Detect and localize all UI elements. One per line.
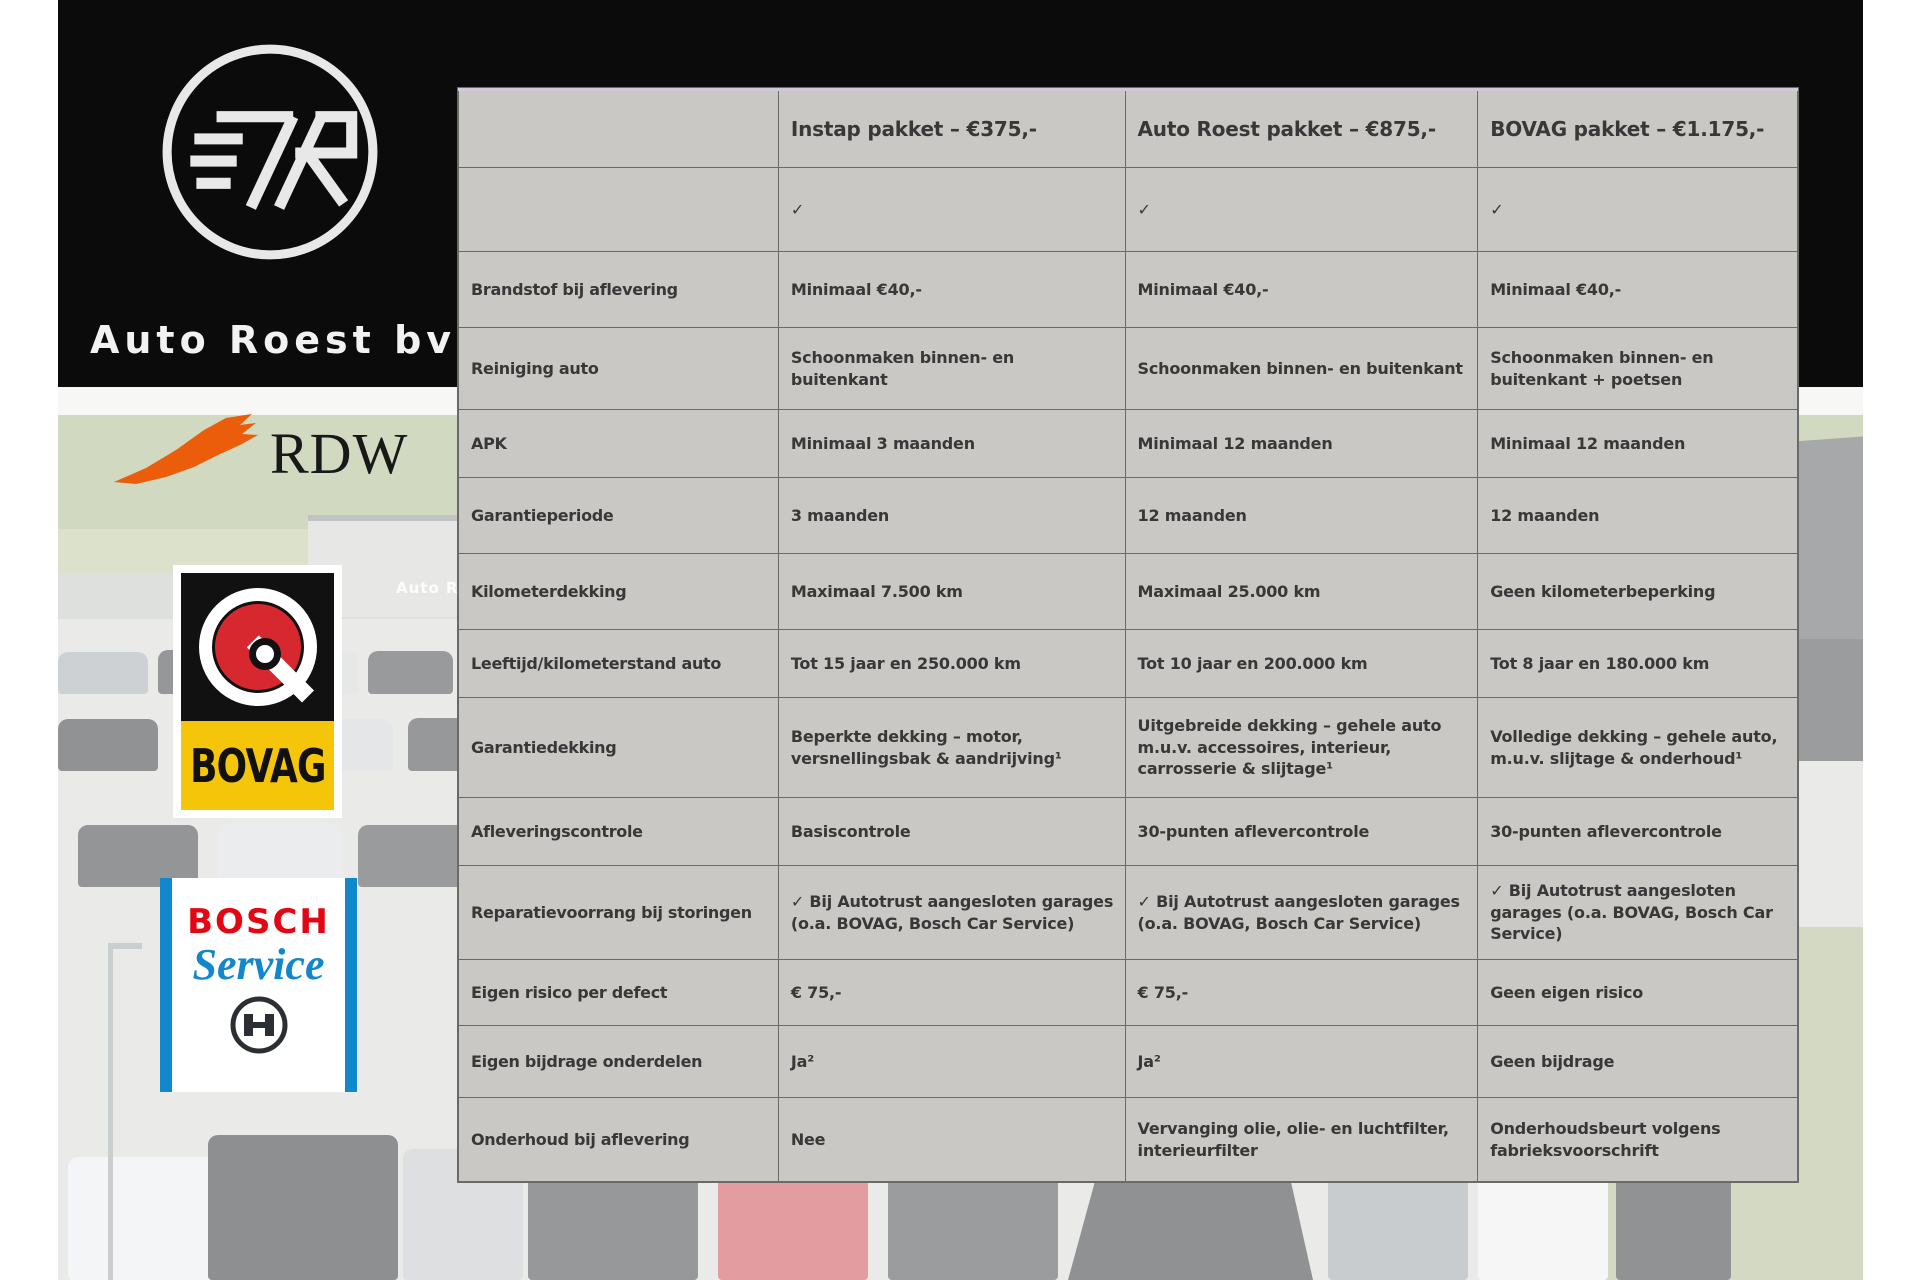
cell: Schoonmaken binnen- en buitenkant + poet… — [1477, 327, 1798, 410]
bosch-armature-icon — [230, 996, 287, 1054]
cell: Geen bijdrage — [1477, 1025, 1798, 1098]
column-header-instap: Instap pakket – €375,- — [777, 89, 1126, 168]
check-cell: ✓ — [1124, 167, 1479, 252]
cell: 30-punten aflevercontrole — [1477, 797, 1798, 866]
rdw-logo: RDW — [108, 412, 468, 512]
cell: Uitgebreide dekking – gehele auto m.u.v.… — [1124, 697, 1479, 798]
cell: 12 maanden — [1124, 477, 1479, 554]
content-stage: Auto Roest bv Auto Ro — [58, 0, 1863, 1280]
table-row-leeftijd: Leeftijd/kilometerstand auto Tot 15 jaar… — [458, 629, 1798, 698]
cell: Schoonmaken binnen- en buitenkant — [777, 327, 1126, 410]
cell: Tot 8 jaar en 180.000 km — [1477, 629, 1798, 698]
rdw-label: RDW — [270, 421, 409, 486]
row-label: Reiniging auto — [458, 327, 779, 410]
row-label: Brandstof bij aflevering — [458, 251, 779, 328]
cell: Geen kilometerbeperking — [1477, 553, 1798, 630]
row-label: Garantiedekking — [458, 697, 779, 798]
bosch-service-logo: BOSCH Service — [160, 878, 357, 1092]
cell: 30-punten aflevercontrole — [1124, 797, 1479, 866]
cell: Ja² — [1124, 1025, 1479, 1098]
cell: ✓ Bij Autotrust aangesloten garages (o.a… — [777, 865, 1126, 960]
table-header-row: Instap pakket – €375,- Auto Roest pakket… — [458, 89, 1798, 168]
cell: Basiscontrole — [777, 797, 1126, 866]
table-row-included: ✓ ✓ ✓ — [458, 167, 1798, 252]
cell: € 75,- — [1124, 959, 1479, 1026]
check-cell: ✓ — [777, 167, 1126, 252]
bosch-service-label: Service — [192, 940, 325, 989]
row-label: APK — [458, 409, 779, 478]
cell: Minimaal 3 maanden — [777, 409, 1126, 478]
cell: Schoonmaken binnen- en buitenkant — [1124, 327, 1479, 410]
cell: ✓ Bij Autotrust aangesloten garages (o.a… — [1477, 865, 1798, 960]
cell: 12 maanden — [1477, 477, 1798, 554]
table-row-eigen-bijdrage: Eigen bijdrage onderdelen Ja² Ja² Geen b… — [458, 1025, 1798, 1098]
bovag-emblem-icon — [181, 573, 334, 721]
row-label: Leeftijd/kilometerstand auto — [458, 629, 779, 698]
table-row-reiniging: Reiniging auto Schoonmaken binnen- en bu… — [458, 327, 1798, 410]
cell: Minimaal 12 maanden — [1124, 409, 1479, 478]
auto-roest-monogram-icon — [154, 36, 386, 268]
cell: Minimaal €40,- — [1477, 251, 1798, 328]
cell: Minimaal 12 maanden — [1477, 409, 1798, 478]
cell: € 75,- — [777, 959, 1126, 1026]
bosch-label: BOSCH — [187, 902, 330, 942]
cell: Maximaal 25.000 km — [1124, 553, 1479, 630]
package-comparison-table: Instap pakket – €375,- Auto Roest pakket… — [458, 88, 1798, 1182]
cell: Vervanging olie, olie- en luchtfilter, i… — [1124, 1097, 1479, 1182]
cell: Volledige dekking – gehele auto, m.u.v. … — [1477, 697, 1798, 798]
column-header-auto-roest: Auto Roest pakket – €875,- — [1124, 89, 1479, 168]
table-row-garantiedekking: Garantiedekking Beperkte dekking – motor… — [458, 697, 1798, 798]
cell: Tot 10 jaar en 200.000 km — [1124, 629, 1479, 698]
row-label: Afleveringscontrole — [458, 797, 779, 866]
table-row-kilometerdekking: Kilometerdekking Maximaal 7.500 km Maxim… — [458, 553, 1798, 630]
row-label: Garantieperiode — [458, 477, 779, 554]
table-row-garantieperiode: Garantieperiode 3 maanden 12 maanden 12 … — [458, 477, 1798, 554]
table-row-reparatievoorrang: Reparatievoorrang bij storingen ✓ Bij Au… — [458, 865, 1798, 960]
cell: Onderhoudsbeurt volgens fabrieksvoorschr… — [1477, 1097, 1798, 1182]
row-label: Eigen bijdrage onderdelen — [458, 1025, 779, 1098]
table-row-apk: APK Minimaal 3 maanden Minimaal 12 maand… — [458, 409, 1798, 478]
cell: Ja² — [777, 1025, 1126, 1098]
column-header-bovag: BOVAG pakket – €1.175,- — [1477, 89, 1798, 168]
row-label: Kilometerdekking — [458, 553, 779, 630]
row-label — [458, 167, 779, 252]
table-row-onderhoud: Onderhoud bij aflevering Nee Vervanging … — [458, 1097, 1798, 1182]
table-row-brandstof: Brandstof bij aflevering Minimaal €40,- … — [458, 251, 1798, 328]
row-label: Reparatievoorrang bij storingen — [458, 865, 779, 960]
rdw-swoosh-icon — [114, 414, 258, 484]
cell: Nee — [777, 1097, 1126, 1182]
cell: Tot 15 jaar en 250.000 km — [777, 629, 1126, 698]
row-label: Onderhoud bij aflevering — [458, 1097, 779, 1182]
cell: ✓ Bij Autotrust aangesloten garages (o.a… — [1124, 865, 1479, 960]
row-label: Eigen risico per defect — [458, 959, 779, 1026]
corner-cell — [458, 89, 779, 168]
dealer-name: Auto Roest bv — [89, 318, 457, 362]
cell: Maximaal 7.500 km — [777, 553, 1126, 630]
table-row-eigen-risico: Eigen risico per defect € 75,- € 75,- Ge… — [458, 959, 1798, 1026]
cell: Minimaal €40,- — [1124, 251, 1479, 328]
cell: Geen eigen risico — [1477, 959, 1798, 1026]
cell: Beperkte dekking – motor, versnellingsba… — [777, 697, 1126, 798]
bovag-label: BOVAG — [189, 738, 326, 793]
cell: 3 maanden — [777, 477, 1126, 554]
cell: Minimaal €40,- — [777, 251, 1126, 328]
check-cell: ✓ — [1477, 167, 1798, 252]
table-row-afleveringscontrole: Afleveringscontrole Basiscontrole 30-pun… — [458, 797, 1798, 866]
bovag-logo: BOVAG — [173, 565, 342, 818]
